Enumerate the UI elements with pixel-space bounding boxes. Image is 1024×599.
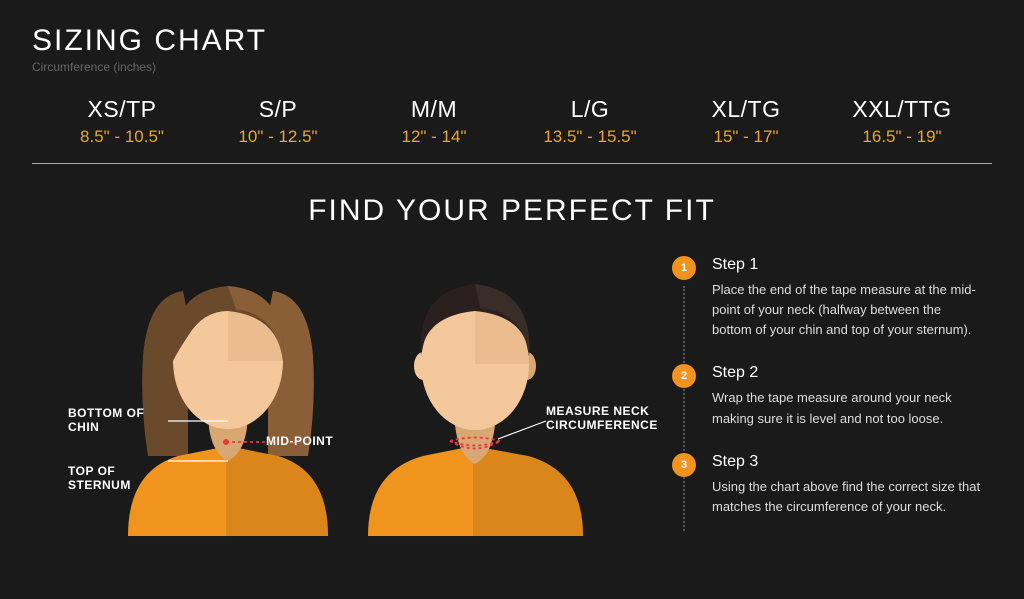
size-label: XL/TG xyxy=(668,96,824,123)
step-number-badge: 1 xyxy=(672,256,696,280)
step-body: Wrap the tape measure around your neck m… xyxy=(712,388,982,428)
size-column: L/G 13.5" - 15.5" xyxy=(512,96,668,147)
annotation-measure-neck: MEASURE NECK CIRCUMFERENCE xyxy=(546,404,658,433)
size-column: M/M 12" - 14" xyxy=(356,96,512,147)
size-range: 12" - 14" xyxy=(356,127,512,147)
step-number-badge: 2 xyxy=(672,364,696,388)
size-label: M/M xyxy=(356,96,512,123)
page-subtitle: Circumference (inches) xyxy=(32,60,992,74)
illustration-row: BOTTOM OF CHIN TOP OF STERNUM MID-POINT xyxy=(32,256,648,541)
step-body: Using the chart above find the correct s… xyxy=(712,477,982,517)
size-column: S/P 10" - 12.5" xyxy=(200,96,356,147)
size-column: XS/TP 8.5" - 10.5" xyxy=(44,96,200,147)
annotation-bottom-chin: BOTTOM OF CHIN xyxy=(68,406,144,435)
fit-section-title: FIND YOUR PERFECT FIT xyxy=(32,194,992,228)
page-title: SIZING CHART xyxy=(32,24,992,58)
size-column: XXL/TTG 16.5" - 19" xyxy=(824,96,980,147)
step-item: 1 Step 1 Place the end of the tape measure… xyxy=(672,256,982,340)
size-range: 16.5" - 19" xyxy=(824,127,980,147)
step-body: Place the end of the tape measure at the… xyxy=(712,280,982,340)
size-label: S/P xyxy=(200,96,356,123)
annotation-top-sternum: TOP OF STERNUM xyxy=(68,464,131,493)
step-number-badge: 3 xyxy=(672,453,696,477)
male-figure: MEASURE NECK CIRCUMFERENCE xyxy=(368,256,648,536)
size-range: 8.5" - 10.5" xyxy=(44,127,200,147)
step-item: 2 Step 2 Wrap the tape measure around your… xyxy=(672,364,982,428)
size-label: L/G xyxy=(512,96,668,123)
size-label: XXL/TTG xyxy=(824,96,980,123)
female-figure: BOTTOM OF CHIN TOP OF STERNUM MID-POINT xyxy=(68,256,328,536)
size-range: 15" - 17" xyxy=(668,127,824,147)
size-label: XS/TP xyxy=(44,96,200,123)
size-chart-row: XS/TP 8.5" - 10.5"S/P 10" - 12.5"M/M 12" - … xyxy=(32,96,992,164)
size-range: 10" - 12.5" xyxy=(200,127,356,147)
annotation-mid-point: MID-POINT xyxy=(266,434,333,448)
step-title: Step 1 xyxy=(712,256,982,274)
step-title: Step 2 xyxy=(712,364,982,382)
size-range: 13.5" - 15.5" xyxy=(512,127,668,147)
size-column: XL/TG 15" - 17" xyxy=(668,96,824,147)
steps-column: 1 Step 1 Place the end of the tape measure… xyxy=(672,256,992,541)
step-item: 3 Step 3 Using the chart above find the co… xyxy=(672,453,982,517)
step-title: Step 3 xyxy=(712,453,982,471)
